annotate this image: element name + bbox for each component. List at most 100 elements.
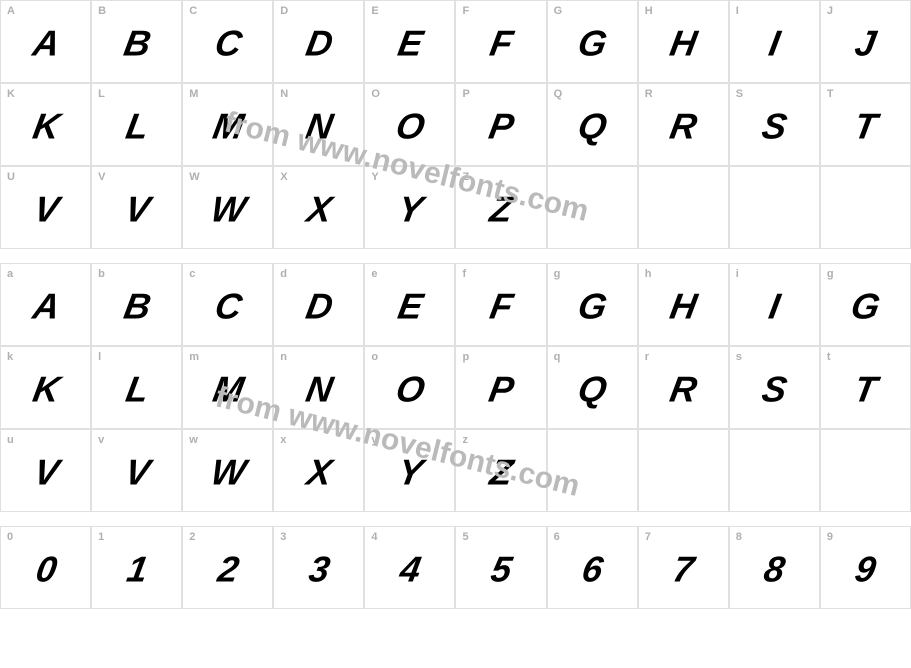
glyph-cell-label: n [280,351,287,363]
glyph-character: 9 [852,548,878,590]
glyph-character: A [29,285,61,327]
glyph-section-uppercase: AABBCCDDEEFFGGHHIIJJKKLLMMNNOOPPQQRRSSTT… [0,0,911,249]
glyph-cell: wW [182,429,273,512]
glyph-cell [729,429,820,512]
glyph-cell: OO [364,83,455,166]
glyph-cell: 77 [638,526,729,609]
glyph-cell-label: g [554,268,561,280]
glyph-cell: SS [729,83,820,166]
glyph-cell-label: J [827,5,833,17]
glyph-cell-label: u [7,434,14,446]
glyph-cell: 66 [547,526,638,609]
glyph-cell: TT [820,83,911,166]
glyph-cell: RR [638,83,729,166]
glyph-cell: HH [638,0,729,83]
glyph-cell: JJ [820,0,911,83]
glyph-cell-label: S [736,88,743,100]
glyph-cell [638,166,729,249]
glyph-cell: uV [0,429,91,512]
glyph-cell-label: H [645,5,653,17]
glyph-cell-label: W [189,171,199,183]
glyph-cell-label: X [280,171,287,183]
glyph-cell-label: 0 [7,531,13,543]
glyph-cell-label: r [645,351,649,363]
glyph-cell-label: T [827,88,834,100]
glyph-cell: iI [729,263,820,346]
glyph-character: Y [395,451,425,493]
glyph-character: A [29,22,61,64]
glyph-cell: LL [91,83,182,166]
glyph-cell: 00 [0,526,91,609]
glyph-character: B [120,285,152,327]
glyph-cell-label: w [189,434,198,446]
glyph-character: Y [395,188,425,230]
glyph-character: 8 [761,548,787,590]
glyph-character: I [766,285,782,327]
glyph-character: V [121,451,151,493]
glyph-character: E [395,22,425,64]
glyph-cell: WW [182,166,273,249]
glyph-cell: bB [91,263,182,346]
glyph-character: Z [487,188,515,230]
font-character-map: AABBCCDDEEFFGGHHIIJJKKLLMMNNOOPPQQRRSSTT… [0,0,911,609]
glyph-cell: nN [273,346,364,429]
glyph-cell: lL [91,346,182,429]
glyph-cell-label: N [280,88,288,100]
glyph-cell-label: e [371,268,377,280]
glyph-cell-label: 1 [98,531,104,543]
glyph-cell-label: A [7,5,15,17]
glyph-cell [820,429,911,512]
glyph-cell-label: O [371,88,380,100]
glyph-cell: dD [273,263,364,346]
glyph-cell-label: p [462,351,469,363]
glyph-cell-label: C [189,5,197,17]
glyph-cell-label: s [736,351,742,363]
glyph-cell: kK [0,346,91,429]
glyph-cell-label: I [736,5,739,17]
glyph-cell-label: 6 [554,531,560,543]
glyph-character: Q [575,105,609,147]
glyph-character: 0 [32,548,58,590]
glyph-cell-label: d [280,268,287,280]
glyph-cell-label: a [7,268,13,280]
glyph-cell-label: M [189,88,198,100]
glyph-cell-label: v [98,434,104,446]
glyph-character: G [575,22,609,64]
glyph-cell: PP [455,83,546,166]
glyph-character: H [667,22,699,64]
glyph-cell-label: c [189,268,195,280]
glyph-character: K [29,105,61,147]
glyph-cell: 11 [91,526,182,609]
glyph-cell-label: k [7,351,13,363]
glyph-character: R [667,368,699,410]
glyph-cell: mM [182,346,273,429]
glyph-cell-label: 9 [827,531,833,543]
glyph-cell: yY [364,429,455,512]
glyph-cell: gG [547,263,638,346]
glyph-cell: CC [182,0,273,83]
glyph-character: M [210,105,246,147]
glyph-cell-label: Z [462,171,469,183]
glyph-cell: FF [455,0,546,83]
section-gap [0,512,911,526]
glyph-cell [729,166,820,249]
glyph-cell-label: 8 [736,531,742,543]
glyph-cell-label: 3 [280,531,286,543]
glyph-cell: cC [182,263,273,346]
glyph-cell: VV [91,166,182,249]
glyph-character: G [848,285,882,327]
glyph-cell-label: V [98,171,105,183]
glyph-cell: hH [638,263,729,346]
glyph-character: F [487,22,515,64]
glyph-character: 6 [579,548,605,590]
glyph-cell: QQ [547,83,638,166]
glyph-cell-label: K [7,88,15,100]
glyph-cell: II [729,0,820,83]
glyph-character: E [395,285,425,327]
glyph-character: O [393,368,427,410]
glyph-cell: 99 [820,526,911,609]
glyph-character: W [208,188,248,230]
glyph-character: V [30,451,60,493]
glyph-cell-label: g [827,268,834,280]
glyph-cell: fF [455,263,546,346]
